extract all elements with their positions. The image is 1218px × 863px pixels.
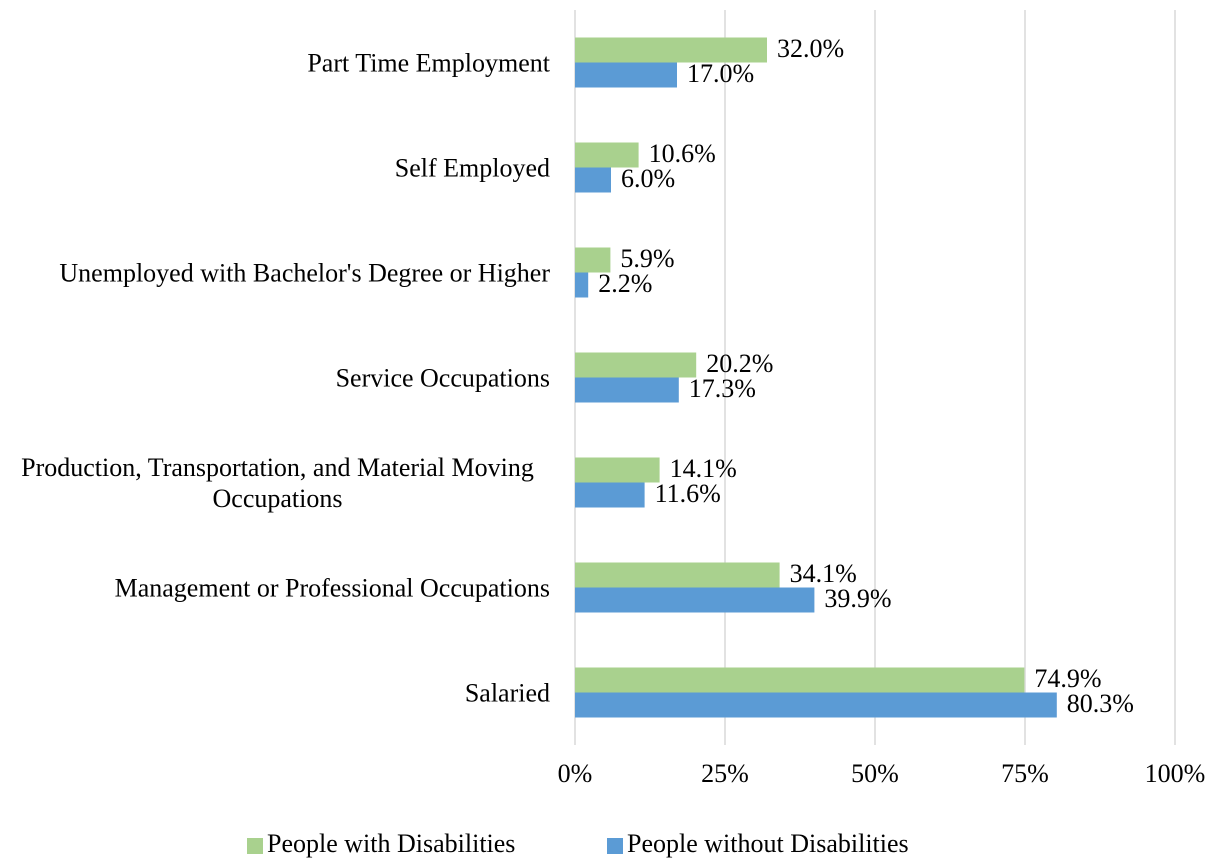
bar bbox=[575, 142, 639, 168]
data-label: 14.1% bbox=[670, 454, 737, 483]
data-label: 11.6% bbox=[655, 479, 721, 508]
legend-label: People with Disabilities bbox=[267, 829, 515, 858]
data-label: 5.9% bbox=[620, 244, 674, 273]
bar bbox=[575, 482, 645, 508]
bar bbox=[575, 37, 767, 63]
y-tick-label: Salaried bbox=[464, 678, 550, 707]
y-tick-label-box: Self Employed bbox=[0, 152, 550, 183]
data-label: 20.2% bbox=[706, 349, 773, 378]
data-label: 32.0% bbox=[777, 34, 844, 63]
bar bbox=[575, 562, 780, 588]
y-tick-label-box: Service Occupations bbox=[0, 362, 550, 393]
y-tick-label: Unemployed with Bachelor's Degree or Hig… bbox=[59, 258, 550, 287]
bar bbox=[575, 667, 1025, 693]
y-tick-label: Self Employed bbox=[394, 153, 550, 182]
bar bbox=[575, 377, 679, 403]
bar bbox=[575, 457, 660, 483]
x-tick-label: 25% bbox=[701, 759, 749, 788]
legend-label: People without Disabilities bbox=[627, 829, 909, 858]
data-label: 17.3% bbox=[689, 374, 756, 403]
bar bbox=[575, 62, 677, 88]
x-tick-label: 100% bbox=[1145, 759, 1206, 788]
y-tick-label: Service Occupations bbox=[335, 363, 550, 392]
bar bbox=[575, 272, 589, 298]
y-tick-label: Production, Transportation, and Material… bbox=[21, 452, 534, 513]
data-label: 2.2% bbox=[598, 269, 652, 298]
x-tick-label: 0% bbox=[558, 759, 593, 788]
y-tick-label: Part Time Employment bbox=[307, 48, 550, 77]
data-label: 80.3% bbox=[1067, 689, 1134, 718]
bar bbox=[575, 167, 611, 193]
data-label: 39.9% bbox=[824, 584, 891, 613]
bar bbox=[575, 247, 611, 273]
y-tick-label-box: Unemployed with Bachelor's Degree or Hig… bbox=[0, 257, 550, 288]
y-tick-label: Management or Professional Occupations bbox=[114, 573, 550, 602]
y-tick-label-box: Production, Transportation, and Material… bbox=[0, 452, 550, 514]
x-tick-label: 75% bbox=[1001, 759, 1049, 788]
bar bbox=[575, 692, 1057, 718]
data-label: 6.0% bbox=[621, 164, 675, 193]
y-tick-label-box: Part Time Employment bbox=[0, 47, 550, 78]
data-label: 17.0% bbox=[687, 59, 754, 88]
legend-swatch bbox=[607, 838, 623, 854]
y-tick-label-box: Salaried bbox=[0, 677, 550, 708]
y-tick-label-box: Management or Professional Occupations bbox=[0, 572, 550, 603]
bar bbox=[575, 587, 815, 613]
data-label: 10.6% bbox=[649, 139, 716, 168]
data-label: 34.1% bbox=[790, 559, 857, 588]
bar bbox=[575, 352, 697, 378]
data-label: 74.9% bbox=[1034, 664, 1101, 693]
legend-swatch bbox=[247, 838, 263, 854]
x-tick-label: 50% bbox=[851, 759, 899, 788]
